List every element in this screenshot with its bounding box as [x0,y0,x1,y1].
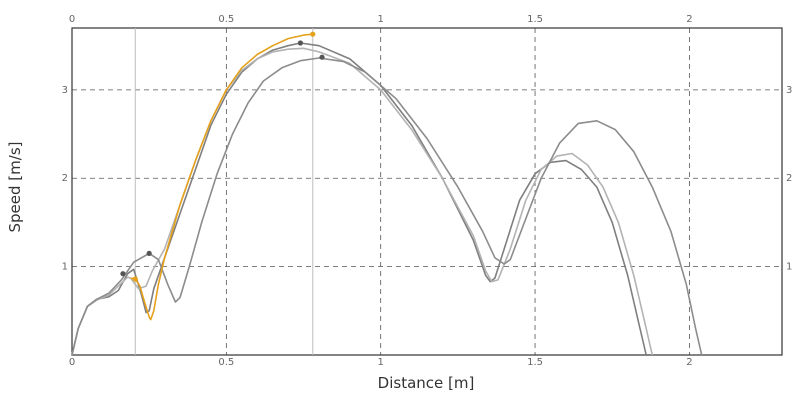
point-marker [132,276,138,282]
vertical-markers [134,28,314,355]
y-tick-label-left: 2 [62,173,68,184]
y-tick-label-left: 1 [62,262,68,273]
x-tick-label-top: 0.5 [218,14,234,25]
x-tick-label-top: 0 [69,14,75,25]
point-marker [319,54,325,60]
series-line [71,42,647,356]
series-line [71,57,703,356]
point-marker [297,40,304,46]
x-tick-label-top: 1 [378,14,384,25]
y-tick-label-right: 1 [786,262,792,273]
x-tick-label-bottom: 1 [378,357,384,368]
y-tick-label-right: 2 [786,173,792,184]
x-tick-label-bottom: 1.5 [527,357,543,368]
x-tick-label-top: 1.5 [527,14,543,25]
tick-labels: 0 0 0.5 0.5 1 1 1.5 1.5 2 2 1 1 2 2 3 3 [62,14,793,368]
point-marker [146,250,152,256]
y-axis-title: Speed [m/s] [6,142,24,233]
series-line [71,47,654,356]
plot-frame [71,27,783,356]
y-tick-label-left: 3 [62,85,68,96]
x-tick-label-top: 2 [686,14,692,25]
point-marker [120,271,126,277]
x-tick-label-bottom: 2 [686,357,692,368]
grid [72,28,782,355]
x-tick-label-bottom: 0.5 [218,357,234,368]
x-tick-label-bottom: 0 [69,357,75,368]
series-group [71,33,703,356]
x-axis-title: Distance [m] [378,374,475,392]
y-tick-label-right: 3 [786,85,792,96]
series-line [130,33,313,321]
point-markers [120,31,325,282]
point-marker [310,31,316,37]
